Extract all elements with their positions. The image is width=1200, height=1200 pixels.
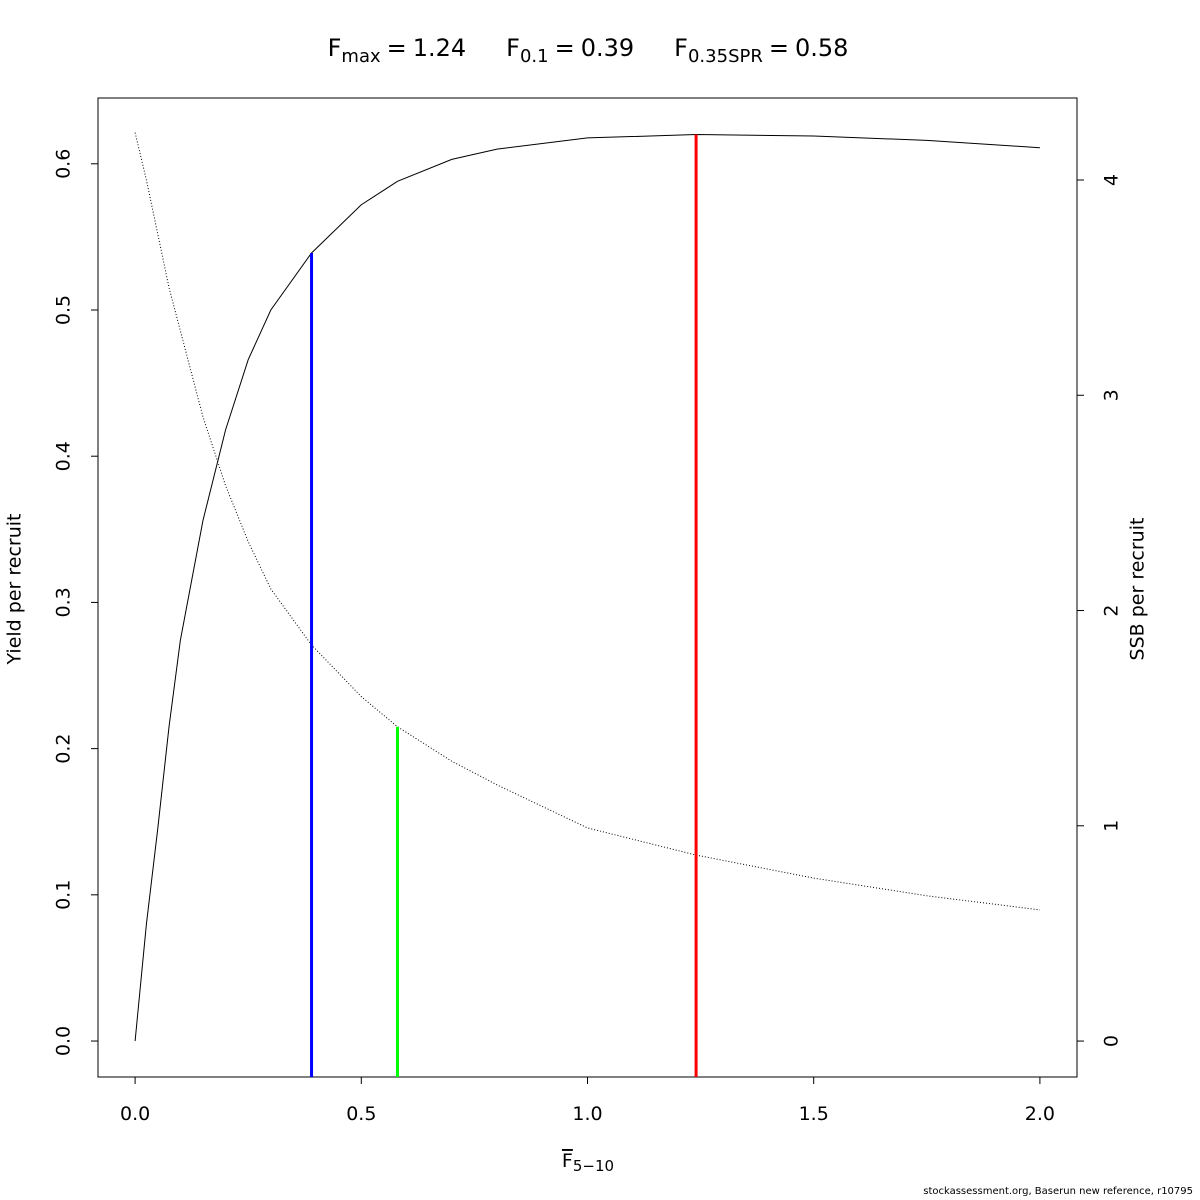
- x-tick-label: 0.0: [120, 1103, 150, 1125]
- x-tick-label: 1.5: [799, 1103, 829, 1125]
- y-tick-label: 0.4: [53, 441, 75, 471]
- title-subscript: 0.1: [520, 46, 549, 67]
- title-equals: =: [555, 34, 575, 62]
- title-value: 0.39: [581, 34, 634, 62]
- title-symbol: F: [506, 34, 520, 62]
- y-tick-label: 0.2: [53, 734, 75, 764]
- x-tick-label: 1.0: [572, 1103, 602, 1125]
- title-value: 1.24: [413, 34, 466, 62]
- y-tick-label: 0.6: [53, 149, 75, 179]
- x-axis-label: F5−10: [562, 1150, 614, 1175]
- x-label-subscript: 5−10: [573, 1157, 614, 1175]
- y2-tick-label: 0: [1101, 1035, 1123, 1047]
- x-tick-label: 0.5: [346, 1103, 376, 1125]
- chart-title: Fmax = 1.24 F0.1 = 0.39 F0.35SPR = 0.58: [328, 34, 849, 67]
- y-tick-label: 0.3: [53, 587, 75, 617]
- y-tick-label: 0.1: [53, 880, 75, 910]
- y-tick-label: 0.5: [53, 295, 75, 325]
- y2-tick-label: 3: [1101, 389, 1123, 401]
- y-axis-label: Yield per recruit: [4, 514, 26, 666]
- title-value: 0.58: [795, 34, 848, 62]
- title-equals: =: [387, 34, 407, 62]
- x-tick-label: 2.0: [1025, 1103, 1055, 1125]
- y2-tick-label: 4: [1101, 174, 1123, 186]
- footer: stockassessment.org, Baserun new referen…: [923, 1186, 1193, 1197]
- y2-tick-label: 2: [1101, 604, 1123, 616]
- y2-tick-label: 1: [1101, 820, 1123, 832]
- y2-axis-label: SSB per recruit: [1127, 518, 1149, 661]
- title-subscript: 0.35SPR: [688, 46, 763, 67]
- y-tick-label: 0.0: [53, 1026, 75, 1056]
- series-line: [134, 132, 1040, 911]
- title-symbol: F: [328, 34, 342, 62]
- title-symbol: F: [674, 34, 688, 62]
- plot-frame: [97, 97, 1078, 1078]
- x-label-symbol: F: [562, 1150, 573, 1172]
- series-line: [134, 134, 1040, 1042]
- title-subscript: max: [341, 46, 381, 67]
- title-equals: =: [769, 34, 789, 62]
